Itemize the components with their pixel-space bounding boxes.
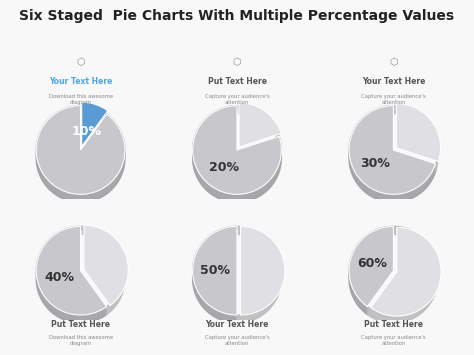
Text: Download this awesome
diagram: Download this awesome diagram [48,335,113,346]
Wedge shape [36,106,125,194]
Wedge shape [192,226,237,315]
Polygon shape [192,226,237,323]
Text: Put Text Here: Put Text Here [208,77,266,86]
Wedge shape [396,104,441,162]
Text: 20%: 20% [209,162,239,174]
Text: Your Text Here: Your Text Here [49,77,112,86]
Polygon shape [36,226,107,323]
Wedge shape [371,228,441,316]
Text: ⬡: ⬡ [389,57,398,67]
Polygon shape [349,226,393,315]
Text: ⬡: ⬡ [233,57,241,67]
Wedge shape [349,226,393,307]
Text: Download this awesome
diagram: Download this awesome diagram [48,94,113,105]
Text: Capture your audience's
attention: Capture your audience's attention [361,335,426,346]
Text: Capture your audience's
attention: Capture your audience's attention [205,94,269,105]
Text: Six Staged  Pie Charts With Multiple Percentage Values: Six Staged Pie Charts With Multiple Perc… [19,9,455,23]
Wedge shape [36,226,107,315]
Text: Put Text Here: Put Text Here [51,320,110,329]
Text: Capture your audience's
attention: Capture your audience's attention [205,335,269,346]
Text: 30%: 30% [361,157,391,170]
Polygon shape [237,106,279,144]
Text: 50%: 50% [200,264,230,277]
Text: 40%: 40% [45,271,74,284]
Text: ⬡: ⬡ [76,57,85,67]
Wedge shape [84,225,128,306]
Text: 10%: 10% [72,125,101,138]
Polygon shape [81,226,125,315]
Text: 60%: 60% [357,257,387,270]
Polygon shape [393,106,438,172]
Text: Capture your audience's
attention: Capture your audience's attention [361,94,426,105]
Polygon shape [367,226,438,323]
Polygon shape [81,106,107,122]
Wedge shape [82,102,108,147]
Polygon shape [192,106,282,202]
Wedge shape [349,106,436,194]
Polygon shape [349,106,436,202]
Polygon shape [237,226,282,323]
Text: Put Text Here: Put Text Here [364,320,423,329]
Wedge shape [192,105,282,195]
Text: Your Text Here: Your Text Here [205,320,269,329]
Wedge shape [239,103,281,147]
Wedge shape [240,226,285,315]
Text: Your Text Here: Your Text Here [362,77,425,86]
Polygon shape [36,106,125,202]
